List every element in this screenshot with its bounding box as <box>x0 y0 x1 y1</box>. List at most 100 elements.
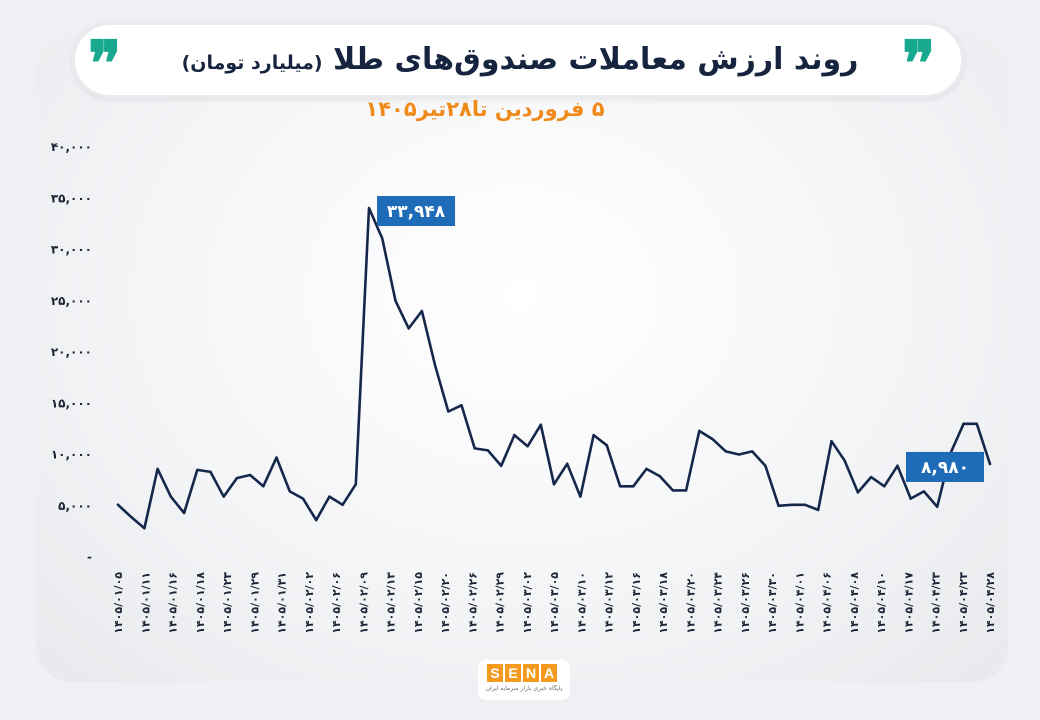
data-point <box>803 503 807 506</box>
y-tick-label: ۴۰,۰۰۰ <box>51 140 92 154</box>
data-point <box>328 495 331 498</box>
chart-title: روند ارزش معاملات صندوق‌های طلا (میلیارد… <box>150 38 890 82</box>
x-tick-label: ۱۴۰۵/۰۱/۱۶ <box>167 572 180 634</box>
x-tick-label: ۱۴۰۵/۰۱/۳۱ <box>276 572 289 634</box>
logo-letter: E <box>505 664 521 682</box>
data-point <box>420 309 424 313</box>
data-point <box>605 444 609 447</box>
x-tick-label: ۱۴۰۵/۰۳/۱۰ <box>575 572 588 634</box>
x-tick-label: ۱۴۰۵/۰۴/۲۸ <box>984 572 997 634</box>
data-point <box>196 468 199 472</box>
data-point <box>618 485 622 488</box>
y-tick-label: ۱۰,۰۰۰ <box>51 448 92 462</box>
quote-left-icon: ❞ <box>88 27 122 100</box>
data-point <box>737 453 741 456</box>
x-tick-label: ۱۴۰۵/۰۴/۰۱ <box>793 572 806 634</box>
data-point <box>235 476 239 480</box>
data-point <box>473 447 476 450</box>
data-point <box>645 467 648 471</box>
data-point <box>486 449 490 452</box>
data-point <box>130 515 133 519</box>
data-point <box>301 497 305 500</box>
data-point <box>817 508 820 512</box>
x-tick-label: ۱۴۰۵/۰۳/۱۶ <box>630 572 643 634</box>
data-point <box>896 464 899 467</box>
data-point <box>169 495 173 498</box>
chart-title-text: روند ارزش معاملات صندوق‌های طلا <box>333 42 859 77</box>
data-point <box>922 490 926 493</box>
x-tick-label: ۱۴۰۵/۰۳/۲۶ <box>739 572 752 634</box>
data-point <box>354 483 358 486</box>
data-point <box>275 456 278 459</box>
data-point <box>935 505 939 508</box>
data-point <box>526 445 529 448</box>
callout-box <box>906 451 984 482</box>
x-tick-label: ۱۴۰۵/۰۳/۱۲ <box>603 572 616 634</box>
data-point <box>764 464 767 467</box>
x-tick-label: ۱۴۰۵/۰۲/۲۹ <box>494 572 507 634</box>
data-point <box>975 422 978 425</box>
data-point <box>367 206 371 210</box>
data-point <box>143 527 146 530</box>
logo-letter: S <box>487 664 503 682</box>
chart-title-unit: (میلیارد تومان) <box>181 52 323 74</box>
x-tick-label: ۱۴۰۵/۰۲/۲۰ <box>439 572 452 634</box>
x-tick-label: ۱۴۰۵/۰۳/۲۰ <box>684 572 697 634</box>
data-point <box>698 429 701 433</box>
x-tick-label: ۱۴۰۵/۰۲/۱۵ <box>412 572 425 634</box>
data-point <box>830 440 833 443</box>
x-tick-label: ۱۴۰۵/۰۴/۱۷ <box>902 572 915 634</box>
data-point <box>579 495 582 498</box>
data-point <box>288 490 291 493</box>
logo-letters: S E N A <box>487 664 557 682</box>
x-tick-label: ۱۴۰۵/۰۱/۱۸ <box>194 572 207 634</box>
x-tick-label: ۱۴۰۵/۰۴/۰۸ <box>848 572 861 634</box>
y-tick-label: ۱۵,۰۰۰ <box>51 396 92 410</box>
x-tick-label: ۱۴۰۵/۰۲/۰۹ <box>357 572 370 634</box>
data-point <box>447 410 450 413</box>
chart-card <box>36 36 1008 682</box>
data-point <box>499 464 503 467</box>
y-tick-label: ۳۵,۰۰۰ <box>51 191 92 205</box>
data-point <box>407 327 410 330</box>
data-point <box>671 489 675 492</box>
data-point <box>843 459 846 462</box>
data-point <box>394 299 397 302</box>
data-point <box>314 518 318 522</box>
data-point <box>433 364 437 367</box>
data-point <box>209 470 212 474</box>
logo-letter: N <box>523 664 539 682</box>
x-tick-label: ۱۴۰۵/۰۱/۰۵ <box>112 572 125 634</box>
data-point <box>988 462 992 466</box>
x-tick-label: ۱۴۰۵/۰۴/۲۳ <box>957 572 970 634</box>
callout-label: ۳۳,۹۴۸ <box>387 202 446 222</box>
data-point <box>156 467 159 471</box>
data-point <box>869 475 873 479</box>
data-point <box>248 473 252 477</box>
callout-label: ۸,۹۸۰ <box>921 458 969 478</box>
x-tick-label: ۱۴۰۵/۰۱/۲۳ <box>221 572 234 634</box>
data-point <box>539 423 542 426</box>
data-point <box>658 474 661 478</box>
data-point <box>856 491 860 494</box>
data-point <box>262 485 265 488</box>
data-point <box>790 503 794 506</box>
data-point <box>182 511 186 515</box>
x-tick-label: ۱۴۰۵/۰۴/۲۳ <box>930 572 943 634</box>
chart-subtitle: ۵ فروردین تا۲۸تیر۱۴۰۵ <box>365 97 605 121</box>
x-tick-label: ۱۴۰۵/۰۳/۰۵ <box>548 572 561 634</box>
y-tick-label: ۳۰,۰۰۰ <box>51 243 92 257</box>
x-tick-label: ۱۴۰۵/۰۱/۱۱ <box>139 572 152 634</box>
x-tick-label: ۱۴۰۵/۰۳/۳۰ <box>766 572 779 634</box>
title-banner <box>72 22 964 98</box>
data-point <box>962 422 965 425</box>
data-point <box>684 489 688 492</box>
sena-logo: S E N A پایگاه خبری بازار سرمایه ایران <box>478 660 570 700</box>
x-tick-label: ۱۴۰۵/۰۱/۲۹ <box>248 572 261 634</box>
data-point <box>222 495 225 498</box>
x-tick-label: ۱۴۰۵/۰۲/۲۶ <box>466 572 479 634</box>
x-tick-label: ۱۴۰۵/۰۳/۰۲ <box>521 572 534 634</box>
data-point <box>116 503 120 506</box>
x-tick-label: ۱۴۰۵/۰۲/۱۳ <box>385 572 398 634</box>
